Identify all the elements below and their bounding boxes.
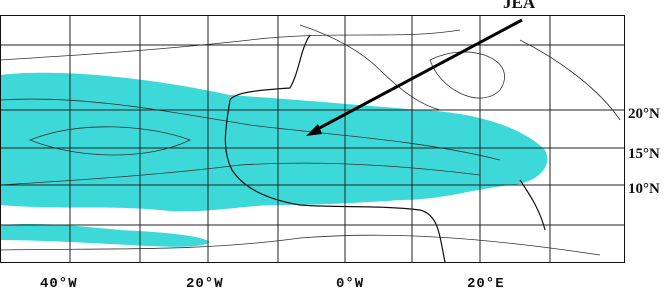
longitude-label: 20°W xyxy=(186,276,224,292)
longitude-label: 20°E xyxy=(467,276,505,292)
annotation-label: JEA xyxy=(503,0,536,12)
annotation-arrow xyxy=(311,18,523,134)
longitude-label: 0°W xyxy=(336,276,364,292)
map-border xyxy=(0,15,625,263)
contours xyxy=(0,24,621,256)
latitude-label: 20°N xyxy=(628,106,660,122)
latitude-label: 10°N xyxy=(628,181,660,197)
map xyxy=(0,15,625,263)
graticule xyxy=(0,15,625,263)
arrow-head xyxy=(306,124,322,136)
longitude-label: 40°W xyxy=(40,276,78,292)
latitude-label: 15°N xyxy=(628,146,660,162)
jet-region-south xyxy=(0,223,210,247)
